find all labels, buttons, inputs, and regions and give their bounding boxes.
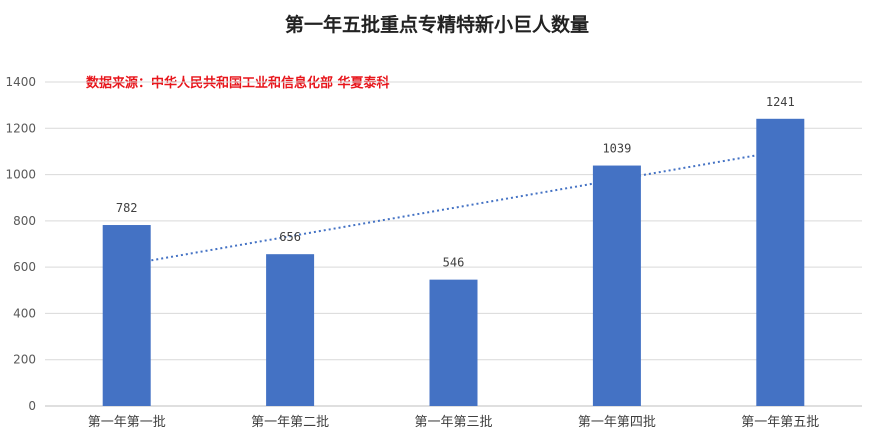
bars — [102, 118, 805, 406]
data-labels: 782 656 546 1039 1241 — [116, 95, 795, 270]
data-label: 782 — [116, 201, 138, 215]
trendline — [126, 150, 781, 266]
y-tick-label: 800 — [13, 214, 36, 228]
x-tick-label: 第一年第四批 — [578, 415, 656, 430]
source-note: 数据来源：中华人民共和国工业和信息化部 华夏泰科 — [86, 76, 390, 91]
data-label: 656 — [279, 230, 301, 244]
y-tick-label: 400 — [13, 306, 36, 320]
bar — [102, 225, 151, 406]
y-tick-label: 600 — [13, 260, 36, 274]
chart-title: 第一年五批重点专精特新小巨人数量 — [284, 14, 589, 36]
y-tick-label: 200 — [13, 353, 36, 367]
bar — [429, 279, 478, 406]
x-tick-label: 第一年第一批 — [88, 415, 166, 430]
bar — [592, 165, 641, 406]
data-label: 1241 — [766, 95, 795, 109]
y-tick-label: 1200 — [5, 121, 36, 135]
bar — [756, 118, 805, 406]
y-tick-label: 1000 — [5, 168, 36, 182]
gridlines — [45, 81, 862, 407]
y-tick-label: 0 — [28, 399, 36, 413]
bar — [266, 254, 315, 406]
y-axis-ticks: 0 200 400 600 800 1000 1200 1400 — [5, 75, 36, 413]
x-tick-label: 第一年第五批 — [741, 415, 819, 430]
y-tick-label: 1400 — [5, 75, 36, 89]
trendline-group — [126, 150, 781, 266]
x-axis-ticks: 第一年第一批 第一年第二批 第一年第三批 第一年第四批 第一年第五批 — [88, 415, 820, 430]
data-label: 1039 — [602, 142, 631, 156]
x-tick-label: 第一年第三批 — [414, 415, 492, 430]
data-label: 546 — [443, 256, 465, 270]
x-tick-label: 第一年第二批 — [251, 415, 329, 430]
